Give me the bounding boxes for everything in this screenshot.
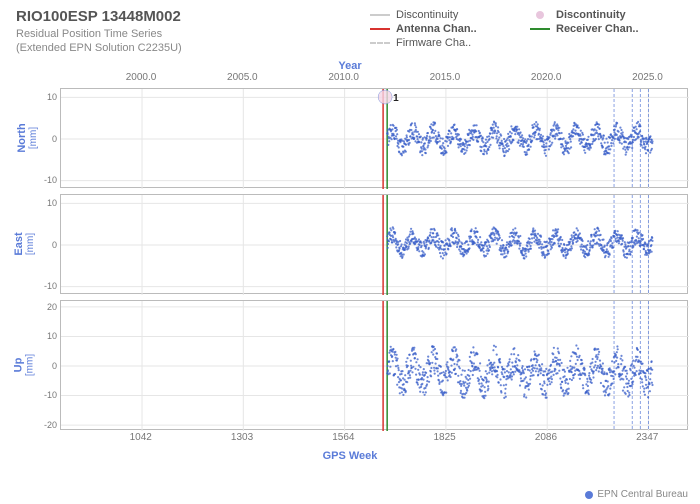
bottom-tick: 2347 [636,432,658,443]
bottom-tick: 1042 [130,432,152,443]
bottom-tick: 1825 [434,432,456,443]
bottom-axis-ticks: 1042 1303 1564 1825 2086 2347 [60,432,688,450]
legend-item: Receiver Chan.. [528,22,688,36]
chart-up [61,301,689,431]
bottom-tick: 1564 [332,432,354,443]
legend-item: Firmware Cha.. [368,36,528,50]
chart-panels: North[mm]-100101East[mm]-10010Up[mm]-20-… [60,88,688,430]
top-axis-ticks: 2000.0 2005.0 2010.0 2015.0 2020.0 2025.0 [60,72,688,88]
top-tick: 2005.0 [227,72,258,83]
bottom-axis-label: GPS Week [0,450,700,462]
bottom-tick: 1303 [231,432,253,443]
ytick: 10 [33,331,57,341]
ytick: 0 [33,361,57,371]
bottom-tick: 2086 [535,432,557,443]
legend-item: Discontinuity [368,8,528,22]
ytick: 0 [33,240,57,250]
panel-east: East[mm]-10010 [60,194,688,294]
footer-text: EPN Central Bureau [597,489,688,500]
top-tick: 2015.0 [430,72,461,83]
panel-up: Up[mm]-20-1001020 [60,300,688,430]
footer: EPN Central Bureau [585,489,688,500]
panel-north: North[mm]-100101 [60,88,688,188]
ytick: -10 [33,281,57,291]
top-axis-label: Year [0,60,700,72]
legend-item: Antenna Chan.. [368,22,528,36]
top-tick: 2020.0 [531,72,562,83]
ytick: -10 [33,175,57,185]
ytick: -20 [33,420,57,430]
ytick: -10 [33,390,57,400]
legend-item: Discontinuity [528,8,688,22]
legend: DiscontinuityDiscontinuityAntenna Chan..… [368,8,688,50]
chart-east [61,195,689,295]
chart-north: 1 [61,89,689,189]
ytick: 0 [33,134,57,144]
ytick: 20 [33,302,57,312]
top-tick: 2010.0 [328,72,359,83]
top-tick: 2025.0 [632,72,663,83]
svg-text:1: 1 [393,93,399,104]
ytick: 10 [33,198,57,208]
footer-icon [585,491,593,499]
top-tick: 2000.0 [126,72,157,83]
ytick: 10 [33,92,57,102]
